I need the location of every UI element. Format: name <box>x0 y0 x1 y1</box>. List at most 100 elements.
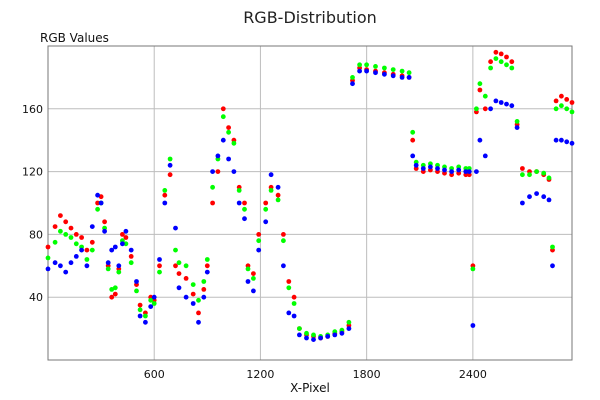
data-point <box>275 184 281 190</box>
data-point <box>470 323 476 328</box>
data-point <box>245 266 251 272</box>
y-tick-label: 40 <box>29 291 43 304</box>
data-point <box>190 301 196 306</box>
data-point <box>311 332 316 338</box>
data-point <box>477 87 483 93</box>
data-point <box>79 235 84 240</box>
data-point <box>58 263 63 269</box>
data-point <box>204 257 210 262</box>
data-point <box>504 62 509 68</box>
data-point <box>477 81 483 87</box>
series-2 <box>45 68 575 342</box>
data-point <box>509 65 515 71</box>
data-point <box>215 169 221 175</box>
data-point <box>509 59 515 65</box>
data-point <box>73 254 79 259</box>
data-point <box>137 313 143 319</box>
data-point <box>281 238 286 244</box>
data-point <box>325 334 331 339</box>
data-point <box>157 269 162 275</box>
data-point <box>84 257 90 262</box>
series-1 <box>45 56 575 339</box>
data-point <box>123 228 129 234</box>
data-point <box>559 137 564 143</box>
data-point <box>201 287 207 292</box>
data-point <box>105 266 111 272</box>
data-point <box>304 330 309 336</box>
data-point <box>123 235 129 240</box>
data-point <box>410 153 416 159</box>
data-point <box>201 279 207 284</box>
data-point <box>275 197 281 203</box>
data-point <box>435 166 440 171</box>
data-point <box>52 239 58 245</box>
data-point <box>162 200 168 206</box>
data-point <box>210 169 216 175</box>
data-point <box>527 194 532 200</box>
data-point <box>226 129 232 135</box>
data-point <box>357 62 362 68</box>
x-tick-label: 1800 <box>353 368 381 381</box>
data-point <box>95 206 100 212</box>
data-point <box>520 200 525 206</box>
data-point <box>332 332 338 338</box>
data-point <box>242 200 247 206</box>
data-point <box>251 271 256 276</box>
data-point <box>514 119 520 124</box>
data-point <box>382 65 387 71</box>
data-point <box>190 282 196 287</box>
data-point <box>183 263 189 269</box>
data-point <box>493 98 499 104</box>
data-point <box>220 106 226 112</box>
data-point <box>474 169 479 175</box>
data-point <box>559 93 564 99</box>
data-point <box>231 140 237 146</box>
data-point <box>463 169 469 175</box>
grid <box>48 46 572 360</box>
data-point <box>291 294 297 300</box>
data-point <box>504 101 509 107</box>
data-point <box>564 139 570 145</box>
data-point <box>399 75 405 80</box>
data-point <box>286 279 292 284</box>
data-point <box>120 232 125 237</box>
data-point <box>95 192 100 198</box>
data-point <box>52 260 58 266</box>
data-point <box>297 332 302 338</box>
data-point <box>58 228 63 234</box>
data-point <box>550 263 555 269</box>
data-point <box>569 109 575 115</box>
data-point <box>68 260 74 266</box>
data-point <box>410 137 416 143</box>
data-point <box>413 162 419 168</box>
data-point <box>143 319 148 325</box>
data-point <box>281 232 286 237</box>
data-point <box>162 192 168 198</box>
data-point <box>210 184 216 190</box>
data-point <box>68 235 74 240</box>
data-point <box>373 64 378 69</box>
data-point <box>151 301 157 306</box>
data-point <box>286 310 292 316</box>
data-point <box>183 294 189 300</box>
data-point <box>176 271 182 276</box>
data-point <box>263 200 269 206</box>
plot-frame <box>47 45 573 361</box>
data-point <box>137 302 143 308</box>
data-point <box>112 244 118 250</box>
data-point <box>268 188 274 193</box>
data-point <box>157 257 162 262</box>
data-point <box>242 216 247 222</box>
data-point <box>251 276 256 281</box>
data-point <box>128 247 134 253</box>
data-point <box>52 224 58 230</box>
data-point <box>410 129 416 135</box>
data-point <box>442 167 447 173</box>
data-point <box>84 263 90 269</box>
data-point <box>482 153 488 159</box>
data-point <box>112 291 118 297</box>
data-point <box>102 228 107 234</box>
data-point <box>109 287 115 292</box>
data-point <box>553 98 559 104</box>
